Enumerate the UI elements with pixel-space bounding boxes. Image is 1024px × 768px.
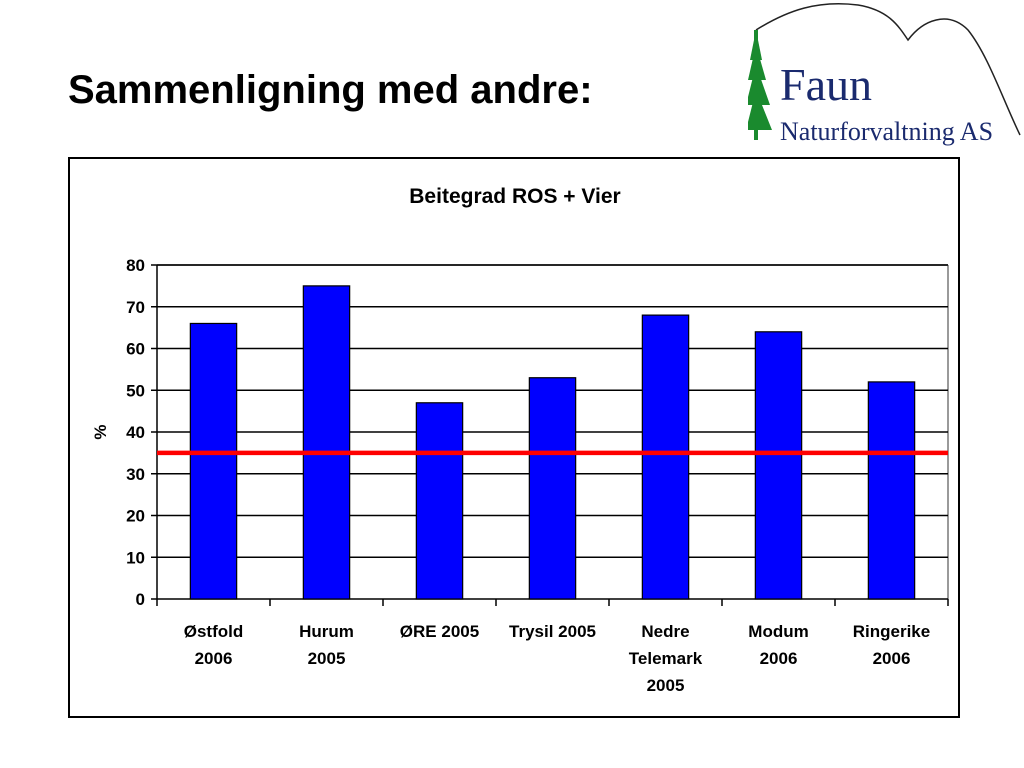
logo-name: Faun <box>780 59 872 110</box>
bar <box>754 331 803 600</box>
bar <box>528 377 577 600</box>
y-tick-label: 30 <box>126 465 145 484</box>
x-tick-label: Trysil 2005 <box>509 622 596 641</box>
chart-title: Beitegrad ROS + Vier <box>409 185 620 208</box>
faun-logo: Faun Naturforvaltning AS <box>748 2 1021 146</box>
bar <box>641 314 690 600</box>
bar <box>302 285 351 600</box>
bar <box>189 322 238 600</box>
y-tick-label: 40 <box>126 423 145 442</box>
x-tick-label: ØRE 2005 <box>400 622 479 641</box>
bar <box>867 381 916 600</box>
y-tick-label: 50 <box>126 381 145 400</box>
x-tick-label: Ringerike 2006 <box>853 622 930 668</box>
y-tick-label: 80 <box>126 256 145 275</box>
y-tick-label: 0 <box>136 590 145 609</box>
x-tick-label: Hurum 2005 <box>299 622 354 668</box>
y-tick-label: 20 <box>126 507 145 526</box>
logo-subtitle: Naturforvaltning AS <box>780 117 993 146</box>
y-tick-label: 70 <box>126 298 145 317</box>
bar-chart: Beitegrad ROS + Vier 0 10 20 30 40 50 60 70 80% Ø… <box>91 185 949 695</box>
slide-title: Sammenligning med andre: <box>68 68 593 112</box>
x-tick-label: Nedre Telemark 2005 <box>629 622 703 695</box>
logo-hill-outline <box>755 2 1021 136</box>
x-tick-label: Østfold 2006 <box>184 622 244 668</box>
y-tick-label: 10 <box>126 548 145 567</box>
chart-frame: Beitegrad ROS + Vier 0 10 20 30 40 50 60 70 80% Ø… <box>68 157 960 718</box>
bar <box>415 402 464 600</box>
x-tick-label: Modum 2006 <box>748 622 808 668</box>
y-tick-label: 60 <box>126 340 145 359</box>
logo-tree-icon <box>748 30 772 140</box>
y-axis-label: % <box>91 424 110 439</box>
